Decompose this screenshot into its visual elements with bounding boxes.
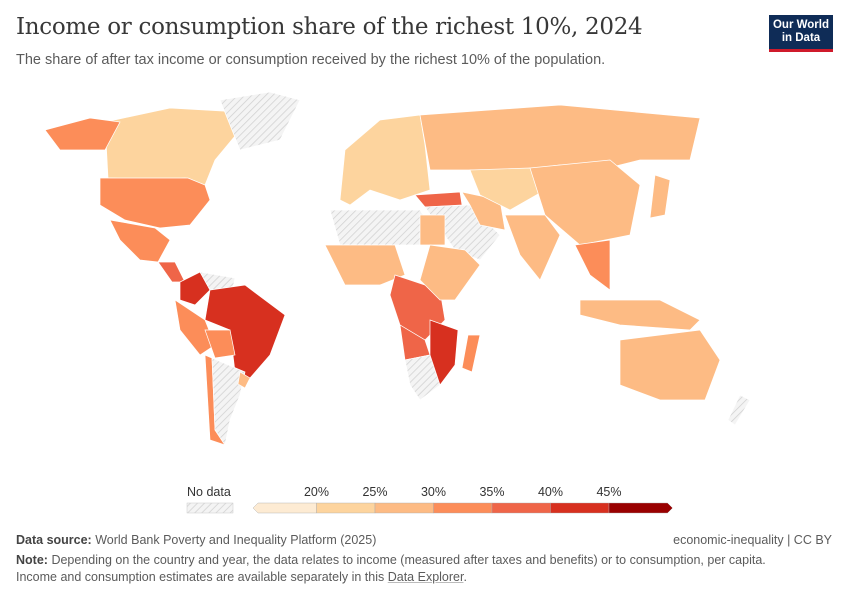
- legend-tick-label: 30%: [420, 485, 447, 499]
- legend-bin[interactable]: [491, 502, 551, 514]
- country-uruguay[interactable]: [237, 371, 251, 389]
- legend-tick-label: 45%: [596, 485, 622, 499]
- note-text-2: Income and consumption estimates are ava…: [16, 570, 388, 584]
- country-southeast-asia[interactable]: [574, 239, 611, 291]
- legend-bin[interactable]: [374, 502, 434, 514]
- country-argentina[interactable]: [211, 357, 246, 446]
- source-text: World Bank Poverty and Inequality Platfo…: [95, 533, 377, 547]
- country-mozambique-zimbabwe[interactable]: [429, 319, 459, 386]
- country-central-america[interactable]: [157, 261, 186, 283]
- country-japan[interactable]: [649, 174, 671, 219]
- country-central-asia[interactable]: [469, 167, 546, 211]
- topic-license[interactable]: economic-inequality | CC BY: [673, 533, 832, 547]
- data-explorer-link[interactable]: Data Explorer: [387, 570, 464, 584]
- country-greenland[interactable]: [219, 91, 301, 151]
- note-end: .: [463, 570, 467, 584]
- country-europe[interactable]: [339, 114, 431, 206]
- owid-logo[interactable]: Our World in Data: [769, 15, 833, 52]
- data-source: Data source: World Bank Poverty and Ineq…: [16, 533, 376, 547]
- note: Note: Depending on the country and year,…: [16, 553, 766, 567]
- chart-title: Income or consumption share of the riche…: [16, 14, 643, 40]
- legend-tick-label: 35%: [479, 485, 505, 499]
- note-2: Income and consumption estimates are ava…: [16, 570, 467, 584]
- country-colombia[interactable]: [179, 271, 211, 306]
- legend-tick-label: 20%: [303, 485, 330, 499]
- country-bolivia[interactable]: [204, 329, 236, 359]
- world-map: [44, 91, 751, 446]
- country-australia[interactable]: [619, 329, 721, 401]
- note-text: Depending on the country and year, the d…: [51, 553, 766, 567]
- legend-bin[interactable]: [608, 502, 673, 514]
- source-label: Data source:: [16, 533, 92, 547]
- country-turkey[interactable]: [414, 191, 463, 208]
- country-indonesia[interactable]: [579, 299, 701, 331]
- country-egypt[interactable]: [419, 214, 446, 246]
- legend-bin[interactable]: [316, 502, 376, 514]
- legend-bin[interactable]: [433, 502, 493, 514]
- country-madagascar[interactable]: [461, 334, 481, 373]
- country-russia[interactable]: [419, 104, 701, 171]
- legend-no-data-swatch: [186, 502, 234, 514]
- legend-bin[interactable]: [252, 502, 317, 514]
- country-alaska[interactable]: [44, 117, 121, 151]
- legend-tick-label: 40%: [537, 485, 564, 499]
- country-east-africa[interactable]: [419, 244, 481, 301]
- chart-subtitle: The share of after tax income or consump…: [16, 52, 606, 68]
- country-north-africa[interactable]: [329, 209, 436, 246]
- note-label: Note:: [16, 553, 48, 567]
- country-india[interactable]: [504, 214, 561, 281]
- country-peru[interactable]: [174, 299, 216, 356]
- legend-no-data-label: No data: [187, 485, 231, 499]
- country-new-zealand[interactable]: [727, 394, 751, 426]
- legend-tick-label: 25%: [362, 485, 388, 499]
- country-canada[interactable]: [104, 107, 241, 186]
- country-west-africa[interactable]: [324, 244, 406, 286]
- country-southern-africa[interactable]: [404, 354, 441, 401]
- country-united-states[interactable]: [99, 177, 211, 229]
- legend-bin[interactable]: [550, 502, 610, 514]
